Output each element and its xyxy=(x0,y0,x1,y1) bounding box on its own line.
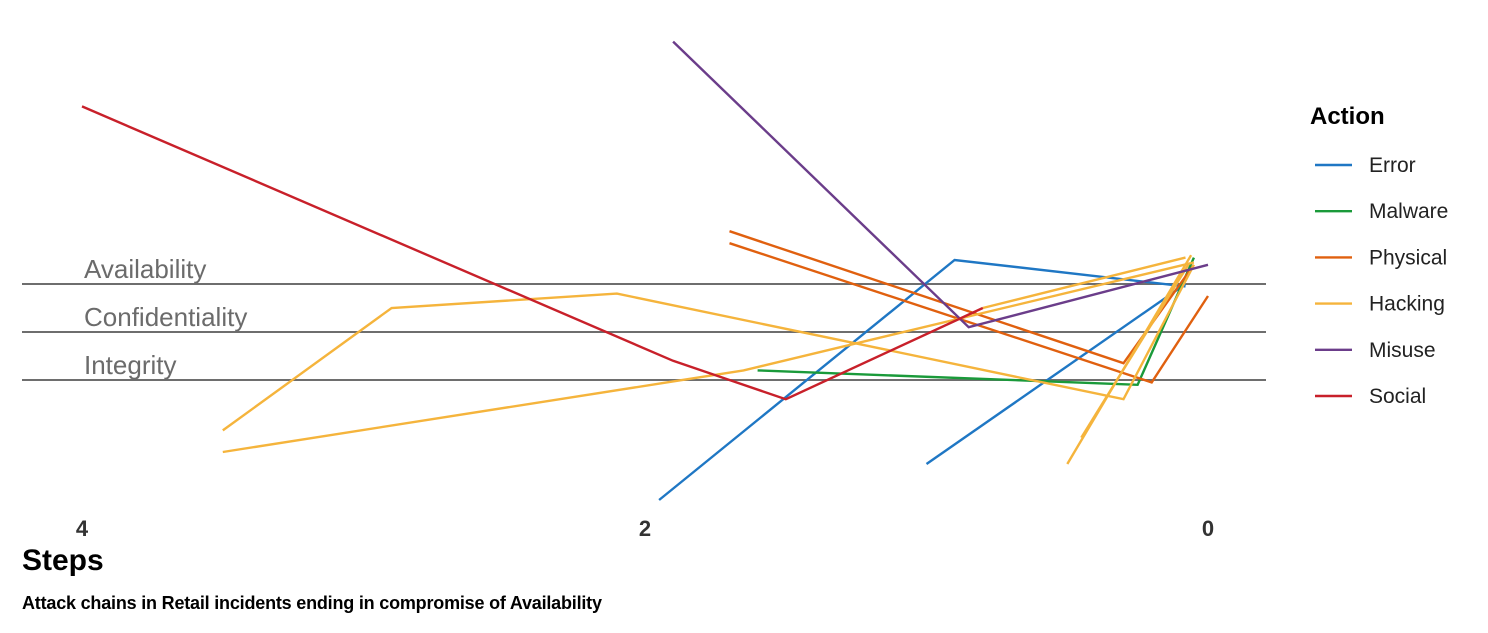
legend: Action Error Malware Physical Hacking Misuse… xyxy=(1310,103,1448,408)
series-line-social-11 xyxy=(81,105,984,401)
legend-label-malware: Malware xyxy=(1369,200,1448,223)
legend-label-misuse: Misuse xyxy=(1369,339,1436,362)
x-tick-label-4: 4 xyxy=(76,516,89,541)
x-axis-title: Steps xyxy=(22,544,104,577)
band-label-integrity: Integrity xyxy=(84,350,177,380)
series-line-misuse-10 xyxy=(672,40,1209,329)
band-label-availability: Availability xyxy=(84,254,206,284)
series-line-physical-3 xyxy=(729,230,1195,365)
series-line-error-1 xyxy=(925,283,1187,465)
series-lines xyxy=(81,40,1210,501)
series-line-physical-4 xyxy=(729,242,1210,384)
legend-label-social: Social xyxy=(1369,385,1426,408)
legend-title: Action xyxy=(1310,103,1385,130)
series-line-hacking-7 xyxy=(982,256,1186,310)
legend-label-hacking: Hacking xyxy=(1369,293,1445,316)
legend-label-error: Error xyxy=(1369,154,1416,177)
legend-label-physical: Physical xyxy=(1369,246,1447,269)
x-tick-label-0: 0 xyxy=(1202,516,1214,541)
category-bands: Availability Confidentiality Integrity xyxy=(22,254,1266,381)
band-label-confidentiality: Confidentiality xyxy=(84,302,247,332)
chart-subtitle: Attack chains in Retail incidents ending… xyxy=(22,593,602,613)
series-line-hacking-6 xyxy=(222,261,1195,454)
series-line-hacking-9 xyxy=(1066,254,1193,465)
series-line-hacking-5 xyxy=(222,264,1195,432)
x-axis-ticks: 4 2 0 xyxy=(76,516,1214,541)
x-tick-label-2: 2 xyxy=(639,516,651,541)
